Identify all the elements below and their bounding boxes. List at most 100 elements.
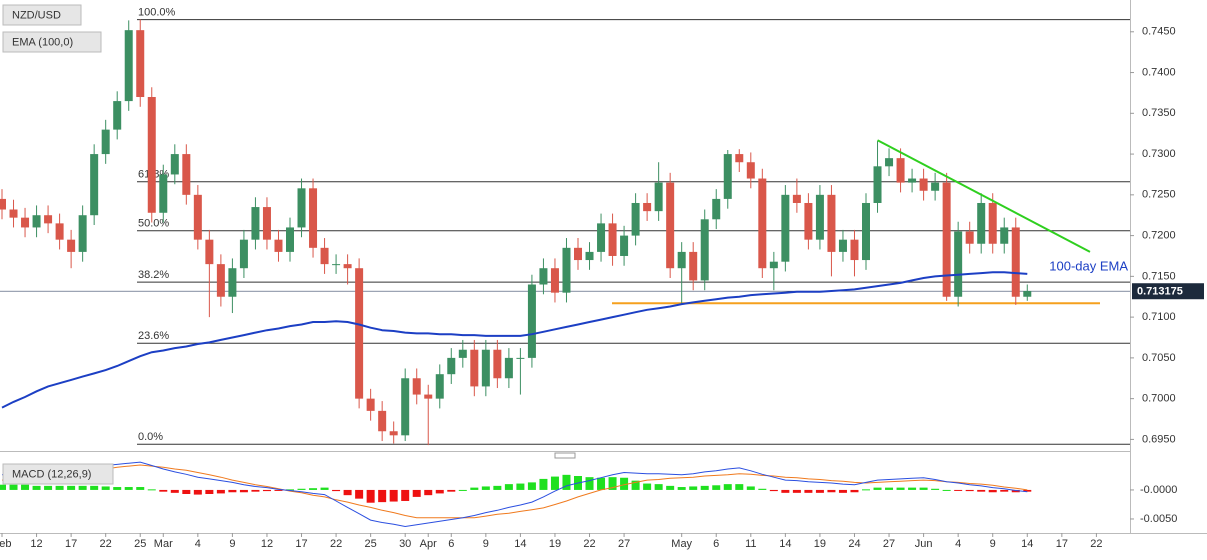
macd-histogram-bar [435,489,444,494]
candle-body [286,227,294,252]
x-tick-label: 9 [990,538,996,550]
x-tick-label: 19 [549,538,561,550]
macd-histogram-bar [205,489,214,494]
macd-histogram-bar [850,489,859,493]
candle-body [366,398,375,411]
candle-body [239,239,248,269]
candle-body [988,202,997,244]
x-tick-label: Feb [0,538,11,550]
candle-body [147,97,156,213]
macd-histogram-bar [228,489,237,493]
candle-body [597,223,606,252]
candle-body [735,154,744,163]
x-tick-label: 12 [30,538,42,550]
candle-body [792,194,801,203]
candle-body [447,357,456,375]
candle-body [412,378,421,395]
x-tick-label: 22 [330,538,342,550]
macd-histogram-bar [885,487,894,490]
candle-body [723,154,732,199]
macd-histogram-bar [32,485,41,490]
indicator-box[interactable] [2,31,102,53]
candle-body [550,268,559,293]
candle-body [343,264,352,269]
candle-body [631,202,640,236]
candle-body [885,158,894,167]
x-tick-label: Jun [915,538,933,550]
macd-histogram-bar [493,485,502,490]
macd-histogram-bar [954,489,963,491]
macd-histogram-bar [182,489,191,494]
macd-histogram-bar [792,489,801,493]
y-tick-label: 0.7300 [1142,148,1176,160]
candle-body [101,129,110,155]
macd-histogram-bar [355,489,364,499]
macd-histogram-bar [320,487,329,490]
x-tick-label: 14 [779,538,791,550]
candle-body [44,215,53,224]
macd-histogram-bar [804,489,813,493]
candle-body [585,251,594,261]
macd-histogram-bar [424,489,433,496]
price-pane: 0.6950 0.7000 0.7050 0.7100 0.7150 0.7200 0.72… [0,6,1204,445]
x-tick-label: 17 [65,538,77,550]
candle-body [1023,291,1032,297]
candle-body [32,215,41,228]
legend-boxes: NZD/USD EMA (100,0) MACD (12,26,9) [2,4,114,485]
macd-histogram-bar [274,489,283,491]
candle-body [931,182,940,191]
x-tick-label: 27 [618,538,630,550]
last-price-box [1132,283,1204,300]
macd-histogram-bar [562,474,571,490]
y-tick-label: 0.7050 [1142,352,1176,364]
x-tick-label: 4 [195,538,201,550]
macd-histogram-bar [309,488,318,490]
macd-histogram-bar [159,489,168,492]
candle-body [470,349,479,387]
candle-body [493,349,502,379]
candle-body [896,158,905,183]
macd-histogram-bar [608,477,617,490]
fib-label: 100.0% [138,6,176,18]
macd-histogram-bar [931,488,940,490]
macd-histogram-bar [9,484,18,490]
y-tick-label: 0.7350 [1142,107,1176,119]
macd-histogram-bar [251,489,260,492]
candle-body [424,394,433,399]
candle-body [769,261,778,269]
candle-body [700,219,709,281]
macd-histogram-bar [873,487,882,490]
macd-histogram-bar [67,485,76,490]
x-tick-label: 4 [955,538,961,550]
macd-histogram-bar [516,483,525,490]
candle-body [21,217,30,228]
symbol-box[interactable] [2,4,82,26]
macd-histogram-bar [919,487,928,490]
macd-histogram-bar [977,489,986,492]
macd-histogram-bar [78,485,87,490]
macd-histogram-bar [389,489,398,502]
candle-body [781,194,790,262]
x-tick-label: 25 [365,538,377,550]
candle-body [954,231,963,297]
x-tick-label: 24 [848,538,860,550]
macd-histogram-bar [216,489,225,494]
candle-body [136,30,145,98]
y-tick-label: 0.7000 [1142,393,1176,405]
candle-body [746,162,755,179]
candle-body [55,223,64,240]
pane-handle[interactable] [554,452,576,459]
macd-box[interactable] [2,463,114,485]
candle-body [67,239,76,252]
x-tick-label: 22 [1090,538,1102,550]
candle-body [262,207,271,240]
candle-body [850,239,859,261]
trend-line [877,139,1091,253]
macd-histogram-bar [239,489,248,493]
candle-body [654,182,663,212]
candle-body [804,202,813,240]
x-tick-label: Mar [154,538,173,550]
macd-histogram-bar [170,489,179,493]
candle-body [965,231,974,244]
